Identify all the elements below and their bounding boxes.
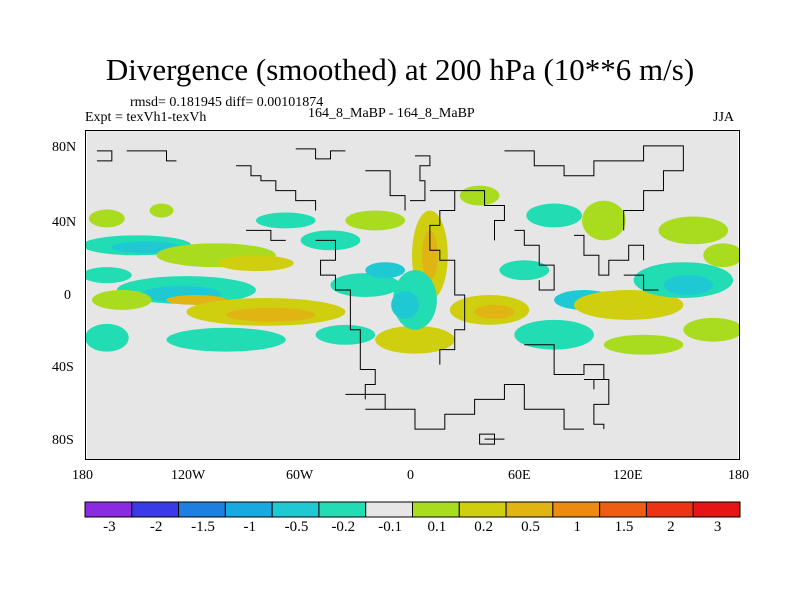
colorbar-swatch [365,501,414,518]
colorbar-swatch [599,501,647,518]
contour-field [86,185,739,355]
colorbar-swatch [318,501,367,518]
plot-title: Divergence (smoothed) at 200 hPa (10**6 … [105,52,695,87]
colorbar-label: 2 [667,519,675,535]
colorbar-label: 1.5 [614,519,634,535]
lon-label-60w: 60W [286,468,314,483]
colorbar-swatch [84,501,133,518]
lon-label-60e: 60E [508,468,531,483]
map-panel [85,130,740,460]
colorbar-label: 3 [713,519,722,535]
lat-label-40n: 40N [52,215,77,230]
colorbar-label: -2 [149,519,163,535]
colorbar-label: -1.5 [191,519,215,535]
lon-label-120e: 120E [613,468,643,483]
expt-label: Expt = texVh1-texVh [85,110,207,125]
lon-label-0: 0 [407,468,414,483]
colorbar-label: -0.2 [331,519,356,535]
colorbar-label: -0.5 [284,519,309,535]
coastlines [96,145,684,445]
colorbar-swatch [131,501,180,518]
colorbar-swatch [505,501,554,518]
lon-label-180e: 180 [728,468,749,483]
colorbar [84,501,741,518]
colorbar-label: 0.1 [427,519,447,535]
runs-label: 164_8_MaBP - 164_8_MaBP [308,106,475,121]
colorbar-swatch [224,501,273,518]
colorbar-swatch [412,501,460,518]
season-label: JJA [713,110,735,125]
colorbar-swatch [552,501,601,518]
colorbar-label: -3 [103,519,116,535]
colorbar-swatch [692,501,741,518]
colorbar-label: 1 [573,519,582,535]
lat-label-80s: 80S [52,433,74,448]
colorbar-label: -1 [243,519,257,535]
stats-text: rmsd= 0.181945 diff= 0.00101874 [130,95,324,110]
lat-label-eq: 0 [64,288,71,303]
colorbar-swatch [271,501,320,518]
lon-label-180w: 180 [72,468,93,483]
divergence-map [86,131,739,459]
lat-label-80n: 80N [52,140,77,155]
colorbar-swatch [178,501,226,518]
colorbar-label: 0.5 [521,519,540,535]
lon-label-120w: 120W [171,468,206,483]
colorbar-label: -0.1 [378,519,402,535]
colorbar-label: 0.2 [474,519,494,535]
colorbar-swatch [645,501,694,518]
lat-label-40s: 40S [52,360,74,375]
colorbar-swatch [458,501,507,518]
